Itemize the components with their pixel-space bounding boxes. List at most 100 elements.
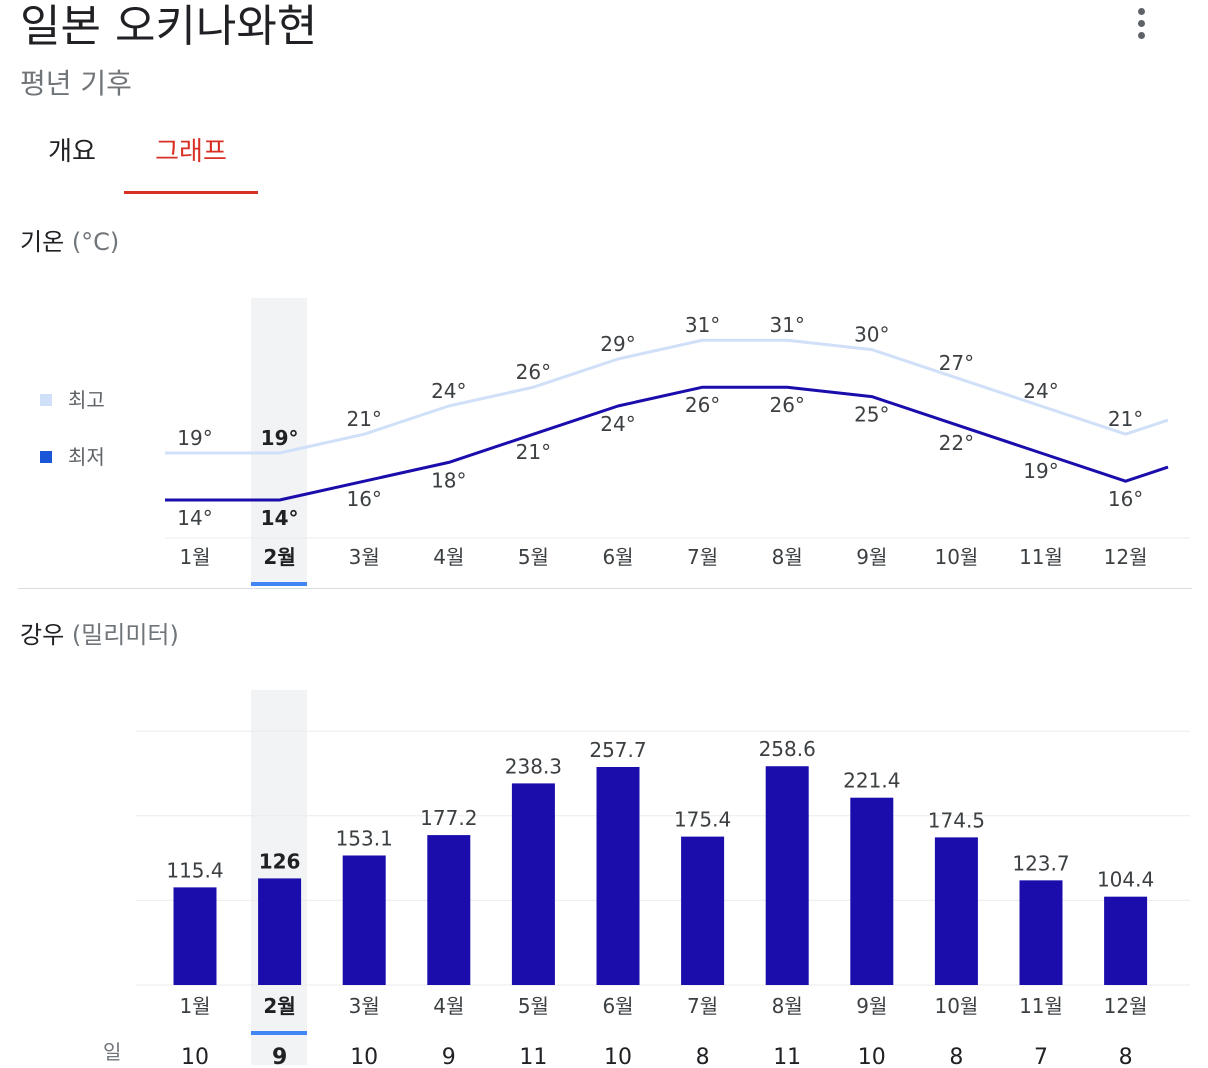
high-temp-label: 19° [177,426,212,450]
high-temp-label: 21° [346,407,381,431]
rain-bar[interactable] [342,855,386,985]
temp-month-label[interactable]: 7월 [687,545,718,569]
rain-value-label: 257.7 [589,738,646,762]
rain-bar[interactable] [258,878,302,985]
legend-high: 최고 [40,388,105,412]
rain-bar[interactable] [681,836,725,985]
rain-value-label: 258.6 [759,737,816,761]
temp-month-label[interactable]: 6월 [602,545,633,569]
rain-days-value: 7 [1034,1045,1048,1068]
rain-bar[interactable] [1104,896,1148,985]
rain-month-label[interactable]: 2월 [263,994,295,1018]
low-temp-label: 14° [177,506,212,530]
high-temp-line [165,338,1169,455]
rain-unit: (밀리미터) [71,621,179,649]
rain-month-label[interactable]: 1월 [179,994,210,1018]
rain-days-value: 10 [350,1045,378,1068]
rain-bar[interactable] [511,783,555,985]
rain-days-value: 10 [181,1045,209,1068]
low-temp-label: 19° [1023,459,1058,483]
legend-high-label: 최고 [68,388,105,412]
low-temp-label: 26° [685,393,720,417]
low-temp-label: 22° [939,431,974,455]
temp-month-label[interactable]: 3월 [349,545,380,569]
legend-high-swatch [40,394,52,406]
rain-month-label[interactable]: 5월 [518,994,549,1018]
low-temp-label: 16° [1108,487,1143,511]
temperature-title: 기온 [20,228,65,256]
legend-low-swatch [40,451,52,463]
rain-bar[interactable] [1019,880,1063,985]
low-temp-label: 18° [431,468,466,492]
selected-month-underline-rain [251,1031,307,1035]
rain-value-label: 238.3 [505,754,562,778]
rain-value-label: 221.4 [843,769,900,793]
rain-bar[interactable] [934,837,978,985]
low-temp-label: 26° [769,393,804,417]
rain-month-label[interactable]: 8월 [772,994,803,1018]
rain-month-label[interactable]: 10월 [934,994,978,1018]
rain-days-label: 일 [103,1040,122,1064]
temperature-unit: (°C) [71,228,120,256]
rain-days-value: 10 [858,1045,886,1068]
rain-value-label: 126 [259,849,301,873]
high-temp-label: 24° [1023,379,1058,403]
rain-value-label: 104.4 [1097,868,1154,892]
rain-month-label[interactable]: 11월 [1019,994,1063,1018]
temp-month-label[interactable]: 2월 [263,545,295,569]
rain-days-value: 11 [519,1045,547,1068]
rain-days-value: 8 [696,1045,710,1068]
low-temp-label: 25° [854,403,889,427]
rain-value-label: 123.7 [1012,851,1069,875]
selected-month-band-temp [251,298,307,582]
rain-days-value: 9 [272,1045,287,1068]
rain-value-label: 174.5 [928,808,985,832]
rain-value-label: 177.2 [420,806,477,830]
rain-month-label[interactable]: 12월 [1104,994,1148,1018]
section-divider [18,588,1192,589]
temp-month-label[interactable]: 11월 [1019,545,1063,569]
more-vert-icon[interactable] [1128,4,1158,44]
high-temp-label: 30° [854,323,889,347]
tab-overview[interactable]: 개요 [48,137,96,167]
legend-low-label: 최저 [68,445,105,469]
temp-month-label[interactable]: 4월 [433,545,464,569]
low-temp-line [165,385,1169,502]
rain-days-value: 8 [1119,1045,1133,1068]
rain-month-label[interactable]: 7월 [687,994,718,1018]
rain-days-value: 11 [773,1045,801,1068]
rain-month-label[interactable]: 6월 [602,994,633,1018]
high-temp-label: 21° [1108,407,1143,431]
rain-value-label: 175.4 [674,808,731,832]
rain-month-label[interactable]: 9월 [856,994,887,1018]
temp-month-label[interactable]: 12월 [1104,545,1148,569]
rain-days-value: 8 [949,1045,963,1068]
high-temp-label: 19° [261,426,299,450]
legend-low: 최저 [40,445,105,469]
rain-days-value: 10 [604,1045,632,1068]
temp-month-label[interactable]: 9월 [856,545,887,569]
high-temp-label: 31° [769,313,804,337]
rain-value-label: 115.4 [166,858,223,882]
rain-bar[interactable] [596,766,640,985]
rain-month-label[interactable]: 3월 [349,994,380,1018]
high-temp-label: 31° [685,313,720,337]
page-subtitle: 평년 기후 [20,67,132,100]
rain-days-value: 9 [442,1045,456,1068]
selected-month-underline-temp [251,582,307,586]
temp-month-label[interactable]: 8월 [772,545,803,569]
page-title: 일본 오키나와현 [20,1,318,52]
temp-month-label[interactable]: 10월 [934,545,978,569]
low-temp-label: 14° [261,506,299,530]
rain-bar[interactable] [427,835,471,985]
rain-bar[interactable] [765,766,809,985]
temp-month-label[interactable]: 5월 [518,545,549,569]
rain-bar[interactable] [850,797,894,985]
rain-bar[interactable] [173,887,217,985]
low-temp-label: 16° [346,487,381,511]
selected-month-band-rain [251,690,307,1065]
rain-month-label[interactable]: 4월 [433,994,464,1018]
temp-month-label[interactable]: 1월 [179,545,210,569]
tab-graph[interactable]: 그래프 [124,132,258,194]
